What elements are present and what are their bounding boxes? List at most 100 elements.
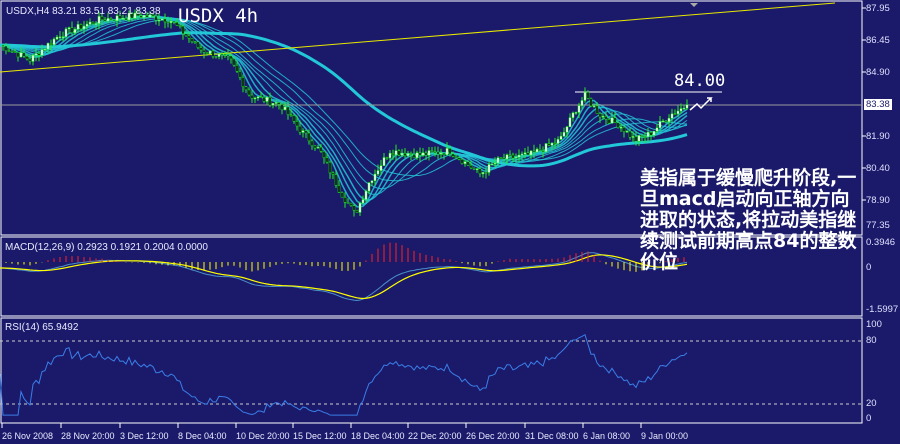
candle-body [364, 190, 368, 200]
moving-average-line [0, 17, 688, 182]
candle-body [631, 136, 635, 138]
candle-body [25, 55, 29, 60]
candle-body [460, 158, 464, 164]
candle-body [337, 185, 341, 193]
candle-body [259, 96, 263, 98]
analysis-note: 美指属于缓慢爬升阶段,一旦macd启动向正轴方向进取的状态,将拉动美指继续测试前… [640, 167, 857, 273]
candle-body [34, 53, 38, 56]
macd-axis-label: 0 [866, 262, 872, 273]
candle-body [199, 47, 203, 51]
time-axis-label: 18 Dec 04:00 [351, 431, 405, 441]
candle-body [172, 21, 176, 23]
candle-body [151, 14, 155, 17]
candle-body [175, 21, 179, 26]
chart-title: USDX 4h [178, 5, 259, 27]
candle-body [10, 51, 14, 53]
candle-body [523, 152, 527, 155]
candle-body [628, 130, 632, 138]
candle-body [124, 18, 128, 21]
candle-body [370, 180, 374, 184]
candle-body [331, 172, 335, 175]
candle-body [55, 36, 59, 40]
candle-body [262, 96, 266, 102]
candle-body [475, 168, 479, 170]
candle-body [118, 15, 122, 19]
candle-body [637, 135, 641, 142]
candle-body [214, 56, 218, 58]
candle-body [655, 127, 659, 132]
candle-body [220, 53, 224, 56]
candle-body [583, 91, 587, 101]
candle-body [139, 15, 143, 18]
candle-body [466, 161, 470, 166]
candle-body [433, 151, 437, 153]
candle-body [640, 135, 644, 137]
candle-body [484, 172, 488, 174]
candle-body [94, 23, 98, 25]
candle-body [454, 156, 458, 159]
candle-body [391, 153, 395, 156]
candle-body [658, 121, 662, 129]
level-annotation: 84.00 [674, 71, 726, 91]
candle-body [472, 167, 476, 170]
candle-body [61, 36, 65, 38]
candle-body [625, 130, 629, 133]
candle-body [310, 140, 314, 147]
candle-body [85, 23, 89, 27]
candle-body [196, 41, 200, 48]
candle-body [397, 150, 401, 156]
candle-body [313, 145, 317, 149]
arrow-icon [689, 97, 713, 111]
candle-body [349, 202, 353, 206]
candle-body [592, 105, 596, 108]
candle-body [205, 52, 209, 54]
candle-body [538, 148, 542, 151]
candle-body [394, 150, 398, 156]
candle-body [7, 50, 11, 53]
rsi-label: RSI(14) 65.9492 [5, 322, 79, 333]
candle-body [277, 102, 281, 105]
candle-body [46, 43, 50, 50]
candle-body [463, 161, 467, 164]
candle-body [493, 162, 497, 165]
current-price-label: 83.38 [864, 99, 892, 110]
candle-body [622, 126, 626, 132]
candle-body [502, 157, 506, 160]
candle-body [133, 12, 137, 19]
candle-body [559, 135, 563, 140]
candle-body [373, 173, 377, 181]
candle-body [547, 143, 551, 146]
rsi-axis-label: 20 [866, 398, 877, 409]
price-axis-label: 87.95 [866, 3, 890, 14]
candle-body [589, 98, 593, 107]
candle-body [619, 126, 623, 129]
candle-body [469, 164, 473, 169]
candle-body [550, 142, 554, 146]
candle-body [661, 120, 665, 123]
candle-body [682, 107, 686, 110]
candle-body [535, 148, 539, 153]
candle-body [481, 172, 485, 175]
candle-body [31, 54, 35, 62]
candle-body [190, 38, 194, 43]
candle-body [286, 106, 290, 115]
time-axis-label: 15 Dec 12:00 [293, 431, 347, 441]
candle-body [421, 152, 425, 156]
time-axis-label: 10 Dec 20:00 [236, 431, 290, 441]
candle-body [601, 115, 605, 118]
candle-body [556, 139, 560, 144]
candle-body [409, 153, 413, 155]
macd-signal-line [0, 254, 688, 300]
rsi-line [0, 333, 688, 416]
candle-body [28, 58, 32, 62]
candle-body [82, 25, 86, 30]
candle-body [121, 18, 125, 20]
candle-body [346, 202, 350, 204]
candle-body [178, 25, 182, 27]
candle-body [442, 152, 446, 156]
candle-body [499, 157, 503, 159]
candle-body [37, 53, 41, 56]
moving-average-line [0, 16, 688, 195]
